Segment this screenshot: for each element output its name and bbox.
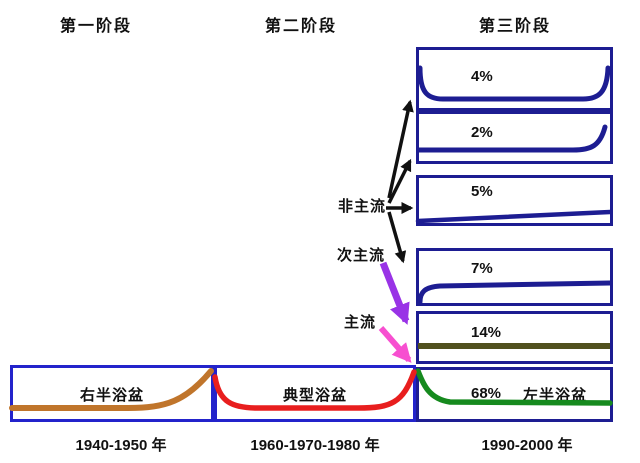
arrow-mainstream-to-68pct (378, 326, 412, 363)
curve-name-right-half-bathtub: 右半浴盆 (79, 387, 144, 404)
distribution-box-68pct: 68% 左半浴盆 (416, 367, 613, 422)
distribution-box-4pct: 4% (416, 47, 613, 111)
distribution-box-2pct: 2% (416, 111, 613, 164)
distribution-box-7pct: 7% (416, 248, 613, 306)
share-label-2pct: 2% (471, 124, 493, 141)
share-label-14pct: 14% (471, 324, 502, 341)
share-label-5pct: 5% (471, 183, 493, 200)
arrow-non-mainstream-to-2pct (387, 158, 412, 204)
period-label-stage2: 1960-1970-1980 年 (250, 437, 380, 454)
legend-mainstream: 主流 (344, 314, 377, 331)
arrow-sub-mainstream-to-14pct (379, 261, 410, 325)
curve-name-typical-bathtub: 典型浴盆 (282, 387, 347, 404)
period-label-stage3: 1990-2000 年 (481, 437, 573, 454)
era1-box: 右半浴盆 (10, 365, 214, 422)
share-label-7pct: 7% (471, 260, 493, 277)
curve-name-left-half-bathtub: 左半浴盆 (523, 387, 588, 404)
stage1-title: 第一阶段 (60, 18, 133, 35)
arrow-non-mainstream-to-4pct (387, 99, 414, 199)
era2-box: 典型浴盆 (214, 365, 416, 422)
distribution-box-14pct: 14% (416, 311, 613, 364)
share-label-4pct: 4% (471, 68, 493, 85)
stage2-title: 第二阶段 (265, 18, 338, 35)
stage3-title: 第三阶段 (479, 18, 552, 35)
legend-sub-mainstream: 次主流 (337, 247, 386, 264)
arrow-non-mainstream-to-7pct (387, 211, 407, 264)
period-label-stage1: 1940-1950 年 (75, 437, 167, 454)
distribution-box-5pct: 5% (416, 175, 613, 226)
legend-non-mainstream: 非主流 (338, 198, 387, 215)
share-label-68pct: 68% (471, 385, 502, 402)
